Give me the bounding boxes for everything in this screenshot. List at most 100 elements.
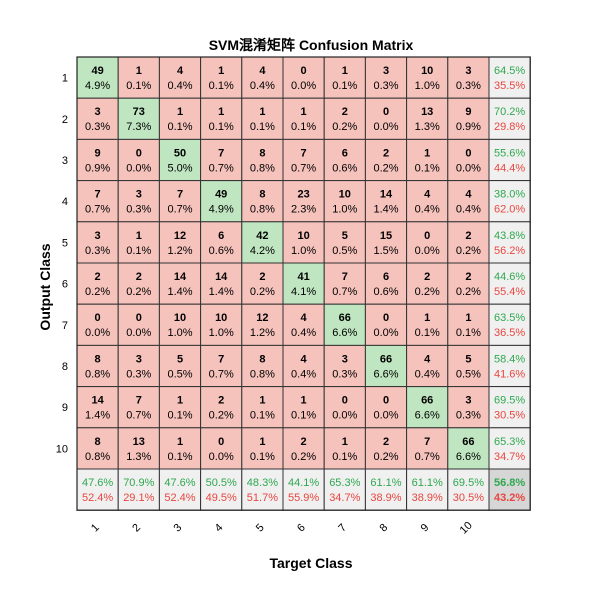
cell-count: 50: [174, 147, 186, 159]
cell-percent: 0.4%: [167, 80, 192, 92]
matrix-cell: [323, 344, 366, 388]
row-summary-cell: [488, 386, 531, 429]
matrix-cell: [117, 262, 160, 305]
cell-count: 3: [136, 353, 142, 365]
y-tick-label: 8: [62, 361, 68, 373]
matrix-cell: [158, 56, 202, 99]
matrix-cell: [200, 221, 243, 264]
cell-count: 1: [136, 65, 142, 77]
col-summary-cell: [447, 468, 490, 511]
matrix-cell: [406, 180, 449, 223]
matrix-cell: [282, 344, 325, 388]
cell-percent: 0.6%: [209, 245, 234, 257]
row-error: 35.5%: [494, 80, 525, 92]
cell-count: 2: [465, 271, 471, 283]
cell-percent: 1.4%: [167, 286, 192, 298]
cell-percent: 0.1%: [209, 80, 234, 92]
row-precision: 70.2%: [494, 106, 525, 118]
cell-count: 10: [421, 65, 433, 77]
matrix-cell: [117, 56, 160, 99]
cell-count: 2: [218, 395, 224, 407]
cell-count: 2: [465, 230, 471, 242]
cell-percent: 1.0%: [167, 327, 192, 339]
y-tick-label: 1: [62, 73, 68, 85]
x-tick-label: 3: [171, 522, 184, 535]
matrix-cell: [282, 56, 325, 99]
row-summary-cell: [488, 138, 531, 182]
cell-percent: 0.1%: [332, 80, 357, 92]
cell-percent: 1.2%: [250, 327, 275, 339]
cell-count: 0: [424, 230, 430, 242]
x-tick-label: 7: [336, 522, 349, 535]
cell-percent: 0.8%: [250, 162, 275, 174]
cell-count: 6: [218, 230, 224, 242]
matrix-cell: [158, 303, 202, 346]
cell-percent: 0.1%: [415, 162, 440, 174]
matrix-cell: [282, 97, 325, 140]
cell-percent: 0.7%: [209, 162, 234, 174]
cell-percent: 1.0%: [415, 80, 440, 92]
cell-percent: 0.1%: [291, 410, 316, 422]
cell-count: 2: [342, 106, 348, 118]
cell-count: 66: [380, 353, 392, 365]
x-tick-label: 10: [458, 520, 475, 537]
cell-percent: 0.3%: [126, 204, 151, 216]
cell-percent: 1.4%: [209, 286, 234, 298]
cell-percent: 0.7%: [167, 204, 192, 216]
cell-percent: 0.4%: [415, 204, 440, 216]
matrix-cell: [117, 138, 160, 182]
cell-count: 2: [95, 271, 101, 283]
matrix-cell: [76, 221, 119, 264]
matrix-cell: [117, 427, 160, 470]
cell-count: 6: [383, 271, 389, 283]
cell-percent: 0.8%: [250, 204, 275, 216]
matrix-cell: [364, 97, 408, 140]
matrix-cell: [364, 262, 408, 305]
cell-percent: 6.6%: [373, 368, 398, 380]
col-error: 30.5%: [453, 492, 484, 504]
col-error: 52.4%: [164, 492, 195, 504]
row-precision: 69.5%: [494, 395, 525, 407]
cell-count: 10: [339, 189, 351, 201]
x-tick-label: 8: [377, 522, 390, 535]
matrix-cell: [158, 221, 202, 264]
cell-count: 2: [259, 271, 265, 283]
cell-count: 1: [465, 312, 471, 324]
cell-count: 14: [174, 271, 187, 283]
cell-percent: 0.8%: [85, 451, 110, 463]
row-precision: 44.6%: [494, 271, 525, 283]
matrix-cell: [323, 97, 366, 140]
y-tick-label: 7: [62, 320, 68, 332]
x-tick-label: 4: [213, 522, 226, 535]
cell-percent: 0.1%: [456, 327, 481, 339]
cell-percent: 0.2%: [209, 410, 234, 422]
matrix-cell: [76, 262, 119, 305]
cell-count: 4: [301, 312, 308, 324]
matrix-cell: [200, 344, 243, 388]
cell-count: 4: [259, 65, 266, 77]
col-error: 55.9%: [288, 492, 319, 504]
cell-percent: 0.2%: [456, 245, 481, 257]
matrix-cell: [241, 262, 284, 305]
cell-percent: 0.4%: [291, 327, 316, 339]
matrix-cell: [241, 97, 284, 140]
matrix-cell: [241, 427, 284, 470]
cell-percent: 0.7%: [291, 162, 316, 174]
matrix-cell: [117, 180, 160, 223]
cell-percent: 0.1%: [167, 410, 192, 422]
cell-percent: 1.2%: [167, 245, 192, 257]
cell-percent: 1.0%: [291, 245, 316, 257]
cell-count: 73: [133, 106, 145, 118]
row-error: 55.4%: [494, 286, 525, 298]
row-precision: 63.5%: [494, 312, 525, 324]
col-recall: 61.1%: [370, 477, 401, 489]
matrix-cell: [282, 386, 325, 429]
cell-percent: 1.0%: [332, 204, 357, 216]
cell-count: 1: [342, 65, 348, 77]
matrix-cell: [200, 386, 243, 429]
col-summary-cell: [364, 468, 408, 511]
cell-count: 49: [91, 65, 103, 77]
row-summary-cell: [488, 262, 531, 305]
diagonal-cell: [117, 97, 160, 140]
